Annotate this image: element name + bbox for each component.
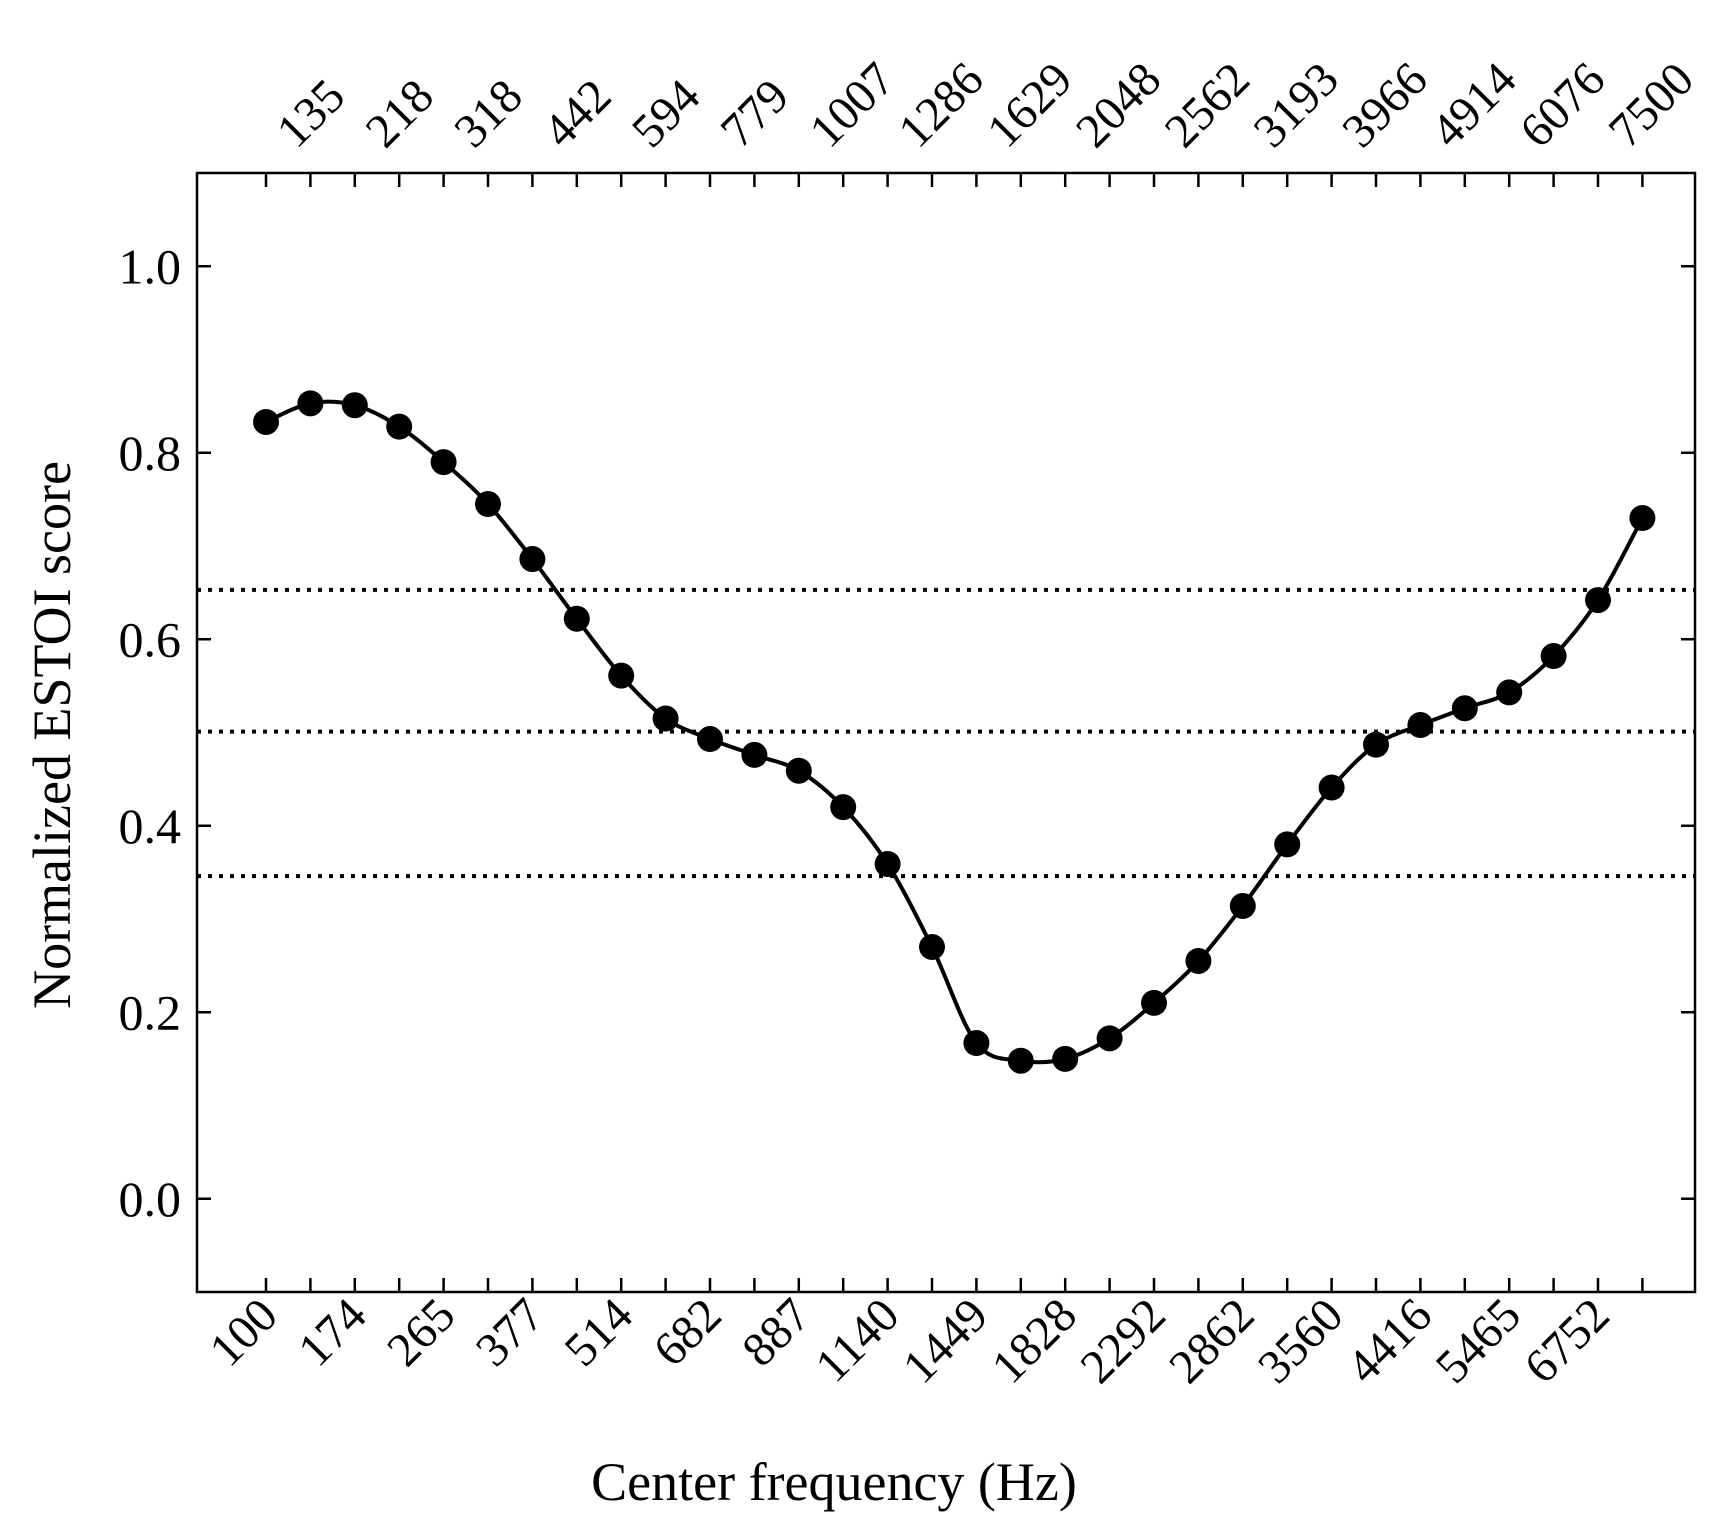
x-tick-label-bottom: 265 [377,1288,465,1376]
data-point [697,726,723,753]
x-tick-label-top: 3193 [1244,52,1349,157]
y-tick-label: 0.2 [119,984,182,1040]
plot-frame [195,171,1697,1294]
data-point [1229,892,1256,919]
x-tick-label-top: 2048 [1066,52,1171,157]
data-point [1141,989,1167,1016]
data-point [475,491,501,518]
x-tick-label-top: 1007 [800,52,905,157]
data-point [1540,643,1567,670]
x-tick-label-bottom: 100 [199,1288,287,1376]
x-tick-label-bottom: 6752 [1514,1288,1619,1393]
x-tick-label-top: 594 [622,69,710,157]
x-tick-label-top: 1629 [977,52,1082,157]
x-tick-label-bottom: 514 [555,1288,643,1376]
data-point [1585,587,1611,614]
y-tick-label: 1.0 [119,238,182,294]
bottom-x-tick-labels: 100 174 265 377 514 682 8871140144918282292286… [199,1288,1619,1393]
x-tick-label-bottom: 1449 [893,1288,998,1393]
x-tick-label-top: 1286 [888,52,993,157]
y-tick-labels: 0.0 0.2 0.4 0.6 0.8 1.0 [119,238,182,1227]
x-tick-label-bottom: 1828 [982,1288,1087,1393]
x-tick-label-bottom: 174 [288,1288,376,1376]
data-points [253,390,1656,1074]
data-point [1007,1047,1034,1074]
x-tick-label-top: 218 [356,69,444,157]
data-point [1496,679,1523,706]
x-tick-label-top: 7500 [1599,52,1704,157]
data-point [430,449,457,476]
x-tick-label-top: 442 [533,69,621,157]
x-tick-label-top: 3966 [1332,52,1437,157]
data-point [297,390,324,417]
x-tick-label-bottom: 3560 [1248,1288,1353,1393]
data-point [741,741,768,768]
y-tick-label: 0.4 [119,798,182,854]
data-point [1052,1045,1079,1072]
data-point [1185,947,1212,974]
y-tick-label: 0.8 [119,425,182,481]
reference-lines [197,587,1695,879]
data-point [341,392,368,419]
x-tick-label-bottom: 5465 [1426,1288,1531,1393]
data-point [1318,774,1345,801]
data-point [652,705,679,732]
x-tick-label-bottom: 4416 [1337,1288,1442,1393]
data-point [1363,731,1389,758]
data-point [874,850,901,877]
x-tick-label-top: 2562 [1155,52,1260,157]
data-point [608,662,635,689]
y-axis-label: Normalized ESTOI score [22,461,82,1009]
x-tick-label-top: 135 [267,69,355,157]
data-point [253,408,279,435]
x-tick-label-bottom: 887 [732,1288,820,1376]
data-point [1629,505,1656,532]
data-point [1096,1025,1123,1052]
top-x-tick-labels: 135 218 318 442 594 779 1007128616292048256231… [267,52,1704,157]
data-point [1407,712,1434,739]
x-tick-label-top: 318 [444,69,532,157]
x-tick-label-bottom: 377 [466,1288,554,1376]
x-axis-label: Center frequency (Hz) [591,1452,1077,1512]
data-point [1274,831,1301,858]
data-point [830,794,857,821]
y-tick-label: 0.0 [119,1171,182,1227]
data-point [519,546,546,573]
data-point [785,757,812,784]
data-point [963,1030,990,1057]
data-point [1451,695,1478,722]
x-tick-label-bottom: 2292 [1070,1288,1175,1393]
x-tick-label-bottom: 1140 [805,1288,909,1392]
axis-ticks [197,173,1695,1292]
x-tick-label-bottom: 682 [643,1288,731,1376]
x-tick-label-top: 779 [711,69,799,157]
x-tick-label-top: 4914 [1421,52,1526,157]
x-tick-label-bottom: 2862 [1159,1288,1264,1393]
x-tick-label-top: 6076 [1510,52,1615,157]
data-point [919,933,945,960]
data-point [563,605,590,632]
data-point [386,413,413,440]
y-tick-label: 0.6 [119,611,182,667]
